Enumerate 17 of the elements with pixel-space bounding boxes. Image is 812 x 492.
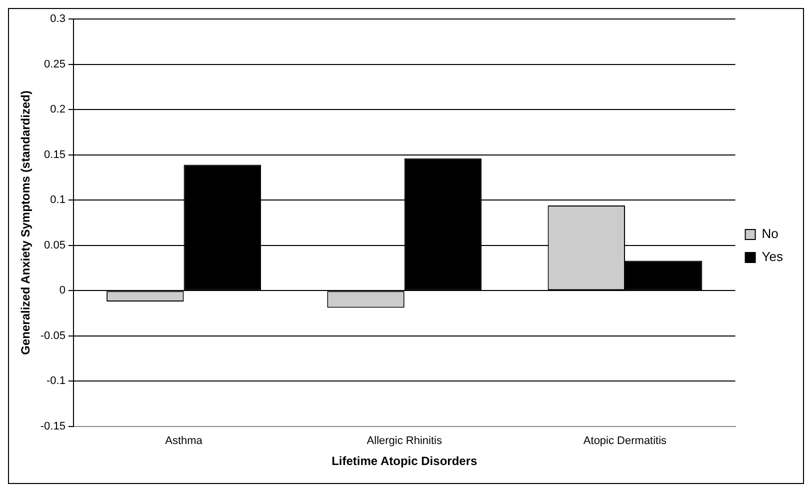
x-tick-label: Atopic Dermatitis <box>583 435 668 448</box>
legend-label: Yes <box>762 249 784 264</box>
y-tick-label: -0.15 <box>40 420 66 432</box>
x-tick-label: Allergic Rhinitis <box>366 435 442 448</box>
y-tick-label: -0.05 <box>40 330 66 342</box>
legend-label: No <box>762 226 778 242</box>
y-tick-label: 0.05 <box>44 239 66 252</box>
y-tick-label: 0.2 <box>50 104 66 116</box>
y-tick-label: 0.15 <box>44 148 66 161</box>
x-tick-label: Asthma <box>165 435 204 448</box>
x-axis-title: Lifetime Atopic Disorders <box>332 454 478 468</box>
y-tick-label: 0.3 <box>50 13 66 26</box>
y-axis-title: Generalized Anxiety Symptoms (standardized) <box>18 90 33 355</box>
y-tick-label: -0.1 <box>46 375 66 388</box>
y-tick-label: 0.25 <box>44 58 66 70</box>
y-tick-label: 0 <box>59 284 66 297</box>
y-tick-label: 0.1 <box>50 194 66 206</box>
